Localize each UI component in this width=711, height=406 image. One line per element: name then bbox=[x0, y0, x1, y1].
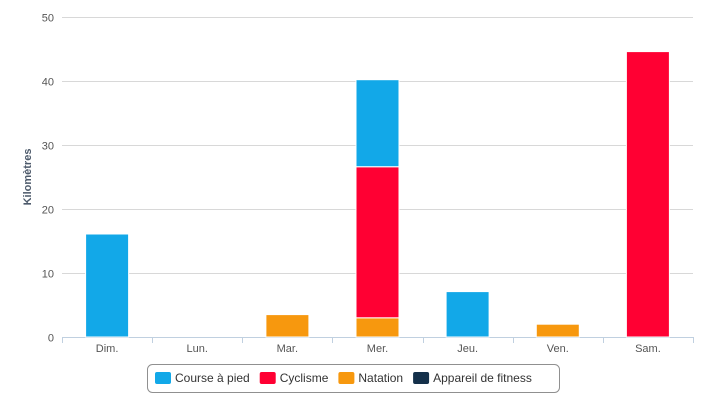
y-axis-title: Kilomètres bbox=[22, 149, 34, 206]
x-tick-label: Sam. bbox=[635, 343, 661, 355]
x-tick-label: Mer. bbox=[367, 343, 388, 355]
x-tick-label: Mar. bbox=[277, 343, 298, 355]
y-tick-label: 50 bbox=[42, 13, 54, 25]
legend-label-appareil-de-fitness[interactable]: Appareil de fitness bbox=[433, 371, 532, 385]
bar-natation[interactable] bbox=[355, 317, 400, 338]
legend-swatch-appareil-de-fitness[interactable] bbox=[413, 372, 430, 384]
legend-label-natation[interactable]: Natation bbox=[358, 371, 403, 385]
x-tick-label: Lun. bbox=[187, 343, 208, 355]
bar-course-pied[interactable] bbox=[355, 79, 400, 168]
x-tick-label: Ven. bbox=[547, 343, 569, 355]
legend-label-course-pied[interactable]: Course à pied bbox=[175, 371, 250, 385]
bar-cyclisme[interactable] bbox=[625, 51, 670, 338]
legend-label-cyclisme[interactable]: Cyclisme bbox=[280, 371, 329, 385]
x-tick-label: Jeu. bbox=[457, 343, 478, 355]
y-tick-label: 10 bbox=[42, 269, 54, 281]
legend-swatch-natation[interactable] bbox=[338, 372, 355, 384]
bar-course-pied[interactable] bbox=[85, 233, 130, 338]
bar-cyclisme[interactable] bbox=[355, 166, 400, 319]
y-tick-label: 20 bbox=[42, 205, 54, 217]
bar-course-pied[interactable] bbox=[445, 291, 490, 338]
y-tick-label: 40 bbox=[42, 77, 54, 89]
legend-swatch-course-pied[interactable] bbox=[155, 372, 171, 384]
legend-swatch-cyclisme[interactable] bbox=[259, 372, 276, 384]
bar-natation[interactable] bbox=[265, 314, 310, 338]
bar-natation[interactable] bbox=[535, 323, 580, 338]
y-tick-label: 30 bbox=[42, 141, 54, 153]
y-tick-label: 0 bbox=[48, 333, 54, 345]
x-tick-label: Dim. bbox=[96, 343, 119, 355]
